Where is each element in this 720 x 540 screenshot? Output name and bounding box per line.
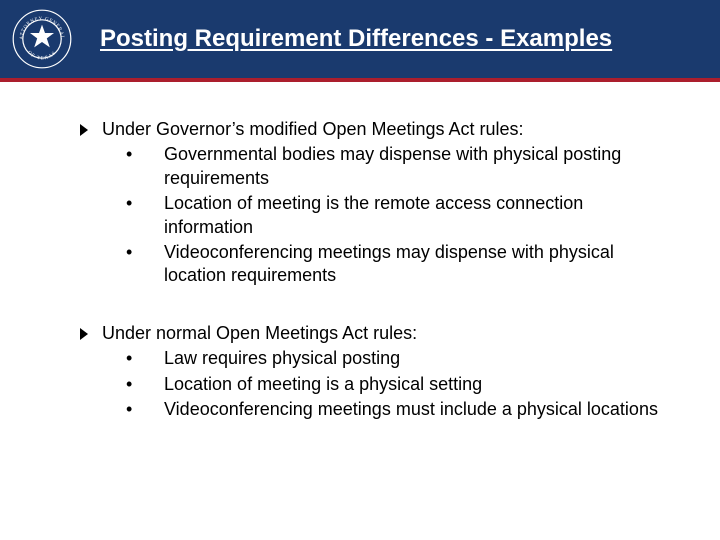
section-normal-rules: Under normal Open Meetings Act rules: • …: [80, 322, 660, 422]
bullet-icon: •: [126, 143, 150, 166]
item-text: Governmental bodies may dispense with ph…: [150, 143, 660, 190]
item-text: Videoconferencing meetings must include …: [150, 398, 660, 421]
list-item: • Law requires physical posting: [126, 347, 660, 370]
list-item: • Videoconferencing meetings must includ…: [126, 398, 660, 421]
bullet-icon: •: [126, 241, 150, 264]
list-item: • Location of meeting is a physical sett…: [126, 373, 660, 396]
section-modified-rules: Under Governor’s modified Open Meetings …: [80, 118, 660, 288]
slide-header: ATTORNEY GENERAL OF TEXAS Posting Requir…: [0, 0, 720, 82]
section-lead: Under Governor’s modified Open Meetings …: [80, 118, 660, 141]
slide-title: Posting Requirement Differences - Exampl…: [100, 25, 612, 54]
item-text: Location of meeting is a physical settin…: [150, 373, 660, 396]
item-text: Location of meeting is the remote access…: [150, 192, 660, 239]
sublist: • Law requires physical posting • Locati…: [126, 347, 660, 421]
bullet-icon: •: [126, 373, 150, 396]
caret-icon: [80, 124, 88, 136]
list-item: • Governmental bodies may dispense with …: [126, 143, 660, 190]
bullet-icon: •: [126, 192, 150, 215]
item-text: Law requires physical posting: [150, 347, 660, 370]
sublist: • Governmental bodies may dispense with …: [126, 143, 660, 287]
lead-text: Under normal Open Meetings Act rules:: [102, 322, 417, 345]
lead-text: Under Governor’s modified Open Meetings …: [102, 118, 524, 141]
state-seal-icon: ATTORNEY GENERAL OF TEXAS: [12, 9, 72, 69]
section-lead: Under normal Open Meetings Act rules:: [80, 322, 660, 345]
bullet-icon: •: [126, 347, 150, 370]
bullet-icon: •: [126, 398, 150, 421]
item-text: Videoconferencing meetings may dispense …: [150, 241, 660, 288]
list-item: • Location of meeting is the remote acce…: [126, 192, 660, 239]
caret-icon: [80, 328, 88, 340]
list-item: • Videoconferencing meetings may dispens…: [126, 241, 660, 288]
slide-body: Under Governor’s modified Open Meetings …: [0, 82, 720, 421]
